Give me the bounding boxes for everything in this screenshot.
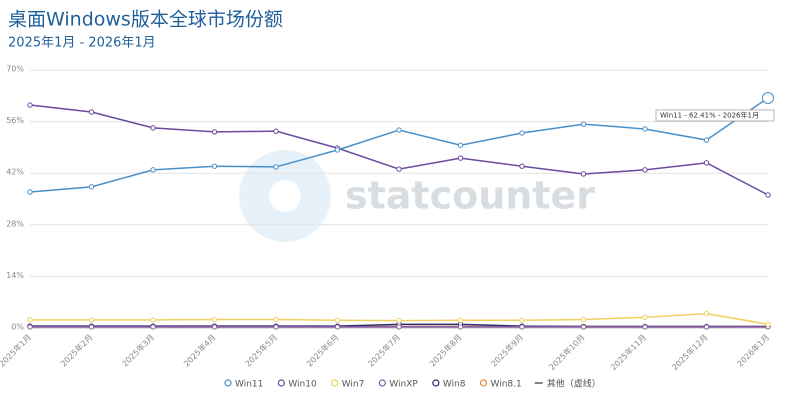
data-point [334, 324, 341, 330]
x-tick-label: 2025年6月 [304, 332, 340, 368]
legend-marker [224, 379, 232, 387]
legend-label: Win10 [288, 380, 317, 390]
data-point [580, 121, 587, 127]
tooltip-box [655, 109, 775, 122]
watermark: statcounter [239, 150, 595, 242]
data-point [211, 324, 218, 330]
data-point [150, 167, 156, 173]
data-point [457, 317, 464, 323]
watermark-text: statcounter [345, 174, 595, 218]
data-point [396, 317, 402, 324]
data-point [457, 142, 464, 148]
data-point [88, 184, 95, 190]
data-point [211, 163, 218, 169]
legend-item: WinXP [378, 379, 418, 390]
legend-item: Win7 [331, 379, 365, 390]
data-point [457, 324, 464, 330]
x-tick-label: 2025年2月 [58, 332, 94, 368]
data-point [580, 171, 587, 177]
data-point [519, 324, 525, 330]
legend-item: Win10 [277, 379, 317, 390]
legend-label: WinXP [389, 380, 418, 390]
x-tick-label: 2025年7月 [366, 332, 402, 368]
legend-marker [479, 379, 488, 387]
data-point [396, 127, 402, 133]
y-tick-label: 42% [6, 168, 24, 177]
data-point [762, 91, 774, 104]
legend-item: Win11 [224, 379, 263, 390]
x-tick-label: 2025年10月 [547, 332, 587, 372]
legend-marker [432, 379, 440, 387]
data-point [642, 314, 648, 321]
data-point [703, 310, 710, 317]
data-point [642, 167, 648, 173]
legend-label: Win8.1 [491, 380, 522, 390]
data-point [27, 189, 33, 195]
x-tick-label: 2026年1月 [735, 332, 771, 368]
data-point [211, 129, 218, 135]
data-point [519, 163, 525, 169]
chart-title: 桌面Windows版本全球市场份额 [8, 9, 283, 31]
x-tick-label: 2025年12月 [670, 332, 710, 372]
data-point [88, 317, 95, 323]
data-point [27, 102, 33, 108]
tooltip-text: Win11 - 62.41% - 2026年1月 [660, 110, 759, 119]
legend-marker [378, 379, 386, 387]
data-point [765, 321, 771, 328]
data-point [27, 317, 33, 323]
x-tick-label: 2025年4月 [181, 332, 217, 368]
data-point [519, 317, 525, 323]
legend-marker [277, 379, 285, 387]
legend-label: 其他（虚线） [547, 378, 601, 390]
data-point [703, 137, 710, 143]
data-point [150, 125, 156, 131]
legend-item: Win8.1 [479, 379, 522, 390]
y-tick-label: 70% [6, 65, 24, 74]
y-tick-label: 0% [11, 323, 24, 332]
data-point [211, 316, 218, 323]
x-tick-label: 2025年11月 [608, 332, 648, 372]
data-point [642, 324, 648, 330]
data-point [703, 324, 710, 330]
x-tick-label: 2025年1月 [0, 332, 33, 368]
y-tick-label: 14% [6, 271, 24, 280]
y-tick-label: 28% [6, 219, 24, 228]
data-point [273, 164, 279, 170]
data-point [457, 155, 464, 161]
data-point [88, 324, 95, 330]
data-point [703, 160, 710, 166]
x-tick-label: 2025年5月 [243, 332, 279, 368]
x-tick-label: 2025年9月 [489, 332, 525, 368]
data-point [580, 324, 587, 330]
data-point [765, 192, 771, 198]
x-tick-label: 2025年8月 [427, 332, 463, 368]
legend-label: Win7 [342, 380, 365, 390]
data-point [642, 126, 648, 132]
data-point [519, 130, 525, 136]
legend-label: Win8 [443, 380, 466, 390]
data-point [273, 324, 279, 330]
data-point [396, 324, 402, 330]
data-point [150, 317, 156, 323]
data-point [273, 128, 279, 134]
legend-item: Win8 [432, 379, 466, 390]
data-point [88, 109, 95, 115]
x-tick-label: 2025年3月 [120, 332, 156, 368]
tooltip: Win11 - 62.41% - 2026年1月 [655, 109, 775, 122]
data-point [334, 147, 341, 153]
data-point [27, 324, 33, 330]
chart-subtitle: 2025年1月 - 2026年1月 [8, 36, 156, 51]
data-point [580, 316, 587, 323]
data-point [396, 166, 402, 172]
data-point [150, 324, 156, 330]
data-point [273, 316, 279, 323]
legend-label: Win11 [235, 380, 263, 390]
data-point [334, 317, 341, 323]
y-tick-label: 56% [6, 116, 24, 125]
legend-marker [331, 379, 339, 387]
